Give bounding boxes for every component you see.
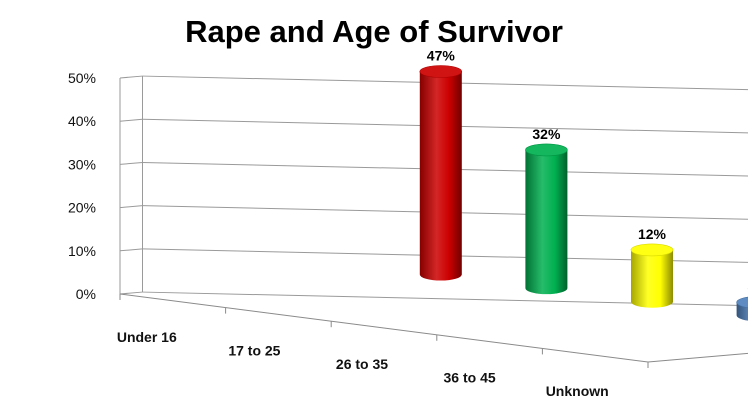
y-tick-label: 40% — [68, 113, 96, 129]
x-axis — [119, 293, 649, 363]
bar-under-16 — [419, 65, 463, 281]
x-tick-label: 17 to 25 — [228, 342, 280, 358]
x-tick-label: 36 to 45 — [444, 370, 496, 386]
wall-edge — [119, 118, 143, 122]
gridline — [142, 205, 748, 220]
bar-17-to-25 — [525, 143, 568, 295]
y-tick-label: 10% — [68, 243, 96, 259]
wall-edge — [119, 291, 143, 295]
y-tick-label: 0% — [76, 286, 96, 302]
wall-edge — [119, 248, 143, 252]
y-tick-label: 50% — [68, 70, 96, 86]
bar-26-to-35 — [630, 243, 674, 308]
bar-36-to-45 — [736, 296, 748, 321]
chart-title: Rape and Age of Survivor — [185, 14, 563, 49]
y-tick-label: 20% — [68, 200, 96, 216]
floor-right-edge — [647, 352, 748, 363]
wall-edge — [119, 75, 143, 79]
x-tick-label: 26 to 35 — [336, 356, 388, 372]
x-tick-label: Unknown — [546, 383, 609, 399]
x-tick-label: Under 16 — [117, 329, 177, 345]
gridline — [142, 75, 748, 91]
wall-edge — [119, 205, 143, 209]
y-tick-label: 30% — [68, 156, 96, 172]
gridline — [142, 161, 748, 177]
data-label: 47% — [427, 48, 456, 64]
wall-edge — [119, 161, 143, 165]
data-label: 32% — [532, 126, 561, 142]
data-label: 12% — [638, 226, 667, 242]
gridline — [142, 118, 748, 134]
